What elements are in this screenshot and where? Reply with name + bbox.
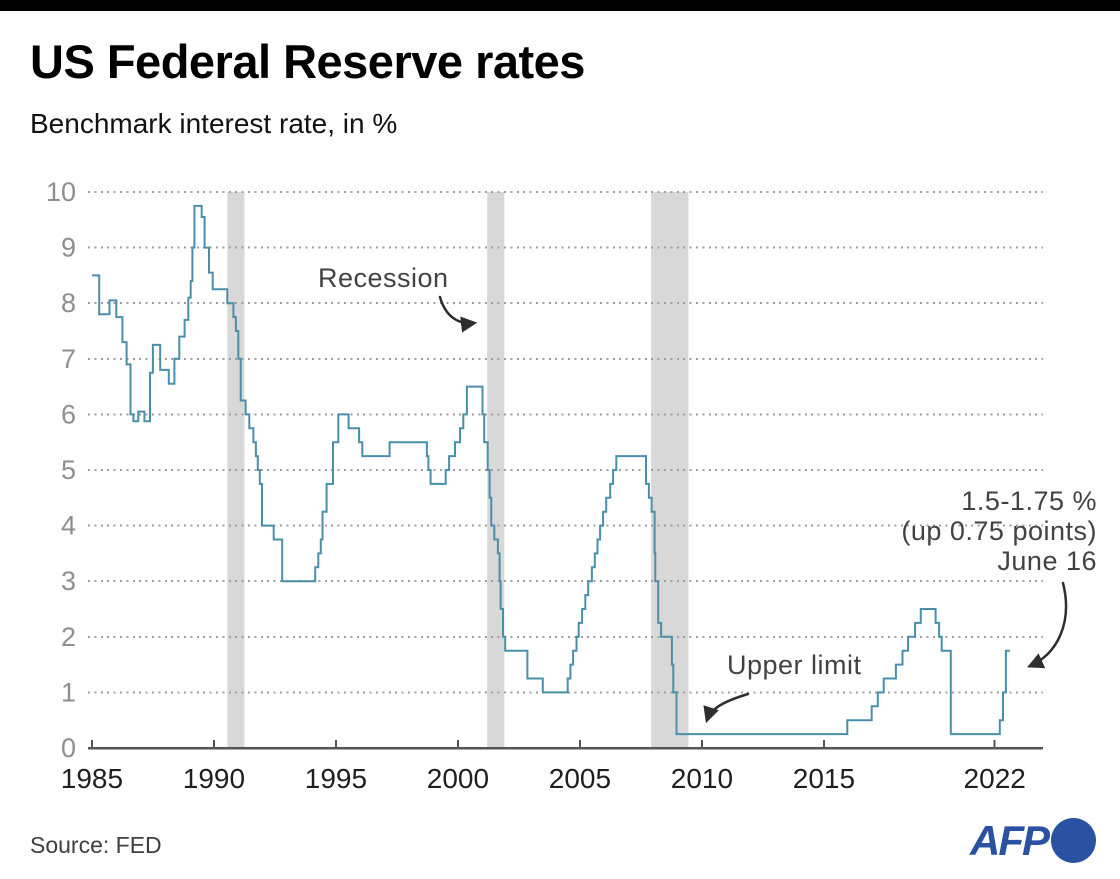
rate-line-path	[91, 204, 1010, 736]
x-tick-label: 2022	[964, 763, 1026, 794]
upper-limit-arrow	[703, 692, 750, 724]
afp-logo-text: AFP	[970, 816, 1050, 864]
latest-rate-date: June 16	[997, 546, 1097, 576]
source-credit: Source: FED	[30, 832, 162, 858]
x-tick-label: 1995	[305, 763, 367, 794]
x-axis	[88, 740, 1043, 750]
y-tick-label: 4	[61, 511, 76, 541]
page-subtitle: Benchmark interest rate, in %	[30, 108, 398, 139]
latest-rate-value: 1.5-1.75 %	[961, 486, 1097, 516]
y-tick-label: 6	[61, 399, 76, 429]
afp-globe-icon	[1051, 818, 1096, 863]
axis-tick-labels: 0 1 2 3 4 5 6 7 8 9 10 1985 1990 1995 2000 2005 2010 2015…	[46, 177, 1026, 794]
top-black-bar	[0, 0, 1120, 11]
annotation-arrows	[438, 295, 1068, 724]
x-tick-label: 1990	[183, 763, 245, 794]
latest-rate-change: (up 0.75 points)	[901, 516, 1097, 546]
page-title: US Federal Reserve rates	[30, 35, 585, 88]
x-tick-label: 2015	[793, 763, 855, 794]
y-tick-label: 8	[61, 288, 76, 318]
y-tick-label: 1	[61, 677, 76, 707]
y-tick-label: 5	[61, 455, 76, 485]
y-tick-label: 10	[46, 177, 76, 207]
y-tick-label: 2	[61, 622, 76, 652]
y-tick-label: 7	[61, 344, 76, 374]
recession-annotation: Recession	[318, 263, 449, 293]
recession-arrow	[438, 295, 478, 333]
upper-limit-annotation: Upper limit	[727, 650, 862, 680]
x-tick-label: 2010	[671, 763, 733, 794]
rate-step-line	[91, 204, 1010, 736]
y-tick-label: 9	[61, 233, 76, 263]
afp-logo: AFP	[970, 818, 1096, 863]
y-tick-label: 3	[61, 566, 76, 596]
x-tick-label: 1985	[61, 763, 123, 794]
x-tick-label: 2000	[427, 763, 489, 794]
june16-arrow	[1027, 581, 1068, 669]
recession-band	[651, 192, 689, 748]
y-tick-label: 0	[61, 733, 76, 763]
x-tick-label: 2005	[549, 763, 611, 794]
latest-rate-annotation: 1.5-1.75 % (up 0.75 points) June 16	[901, 486, 1097, 576]
